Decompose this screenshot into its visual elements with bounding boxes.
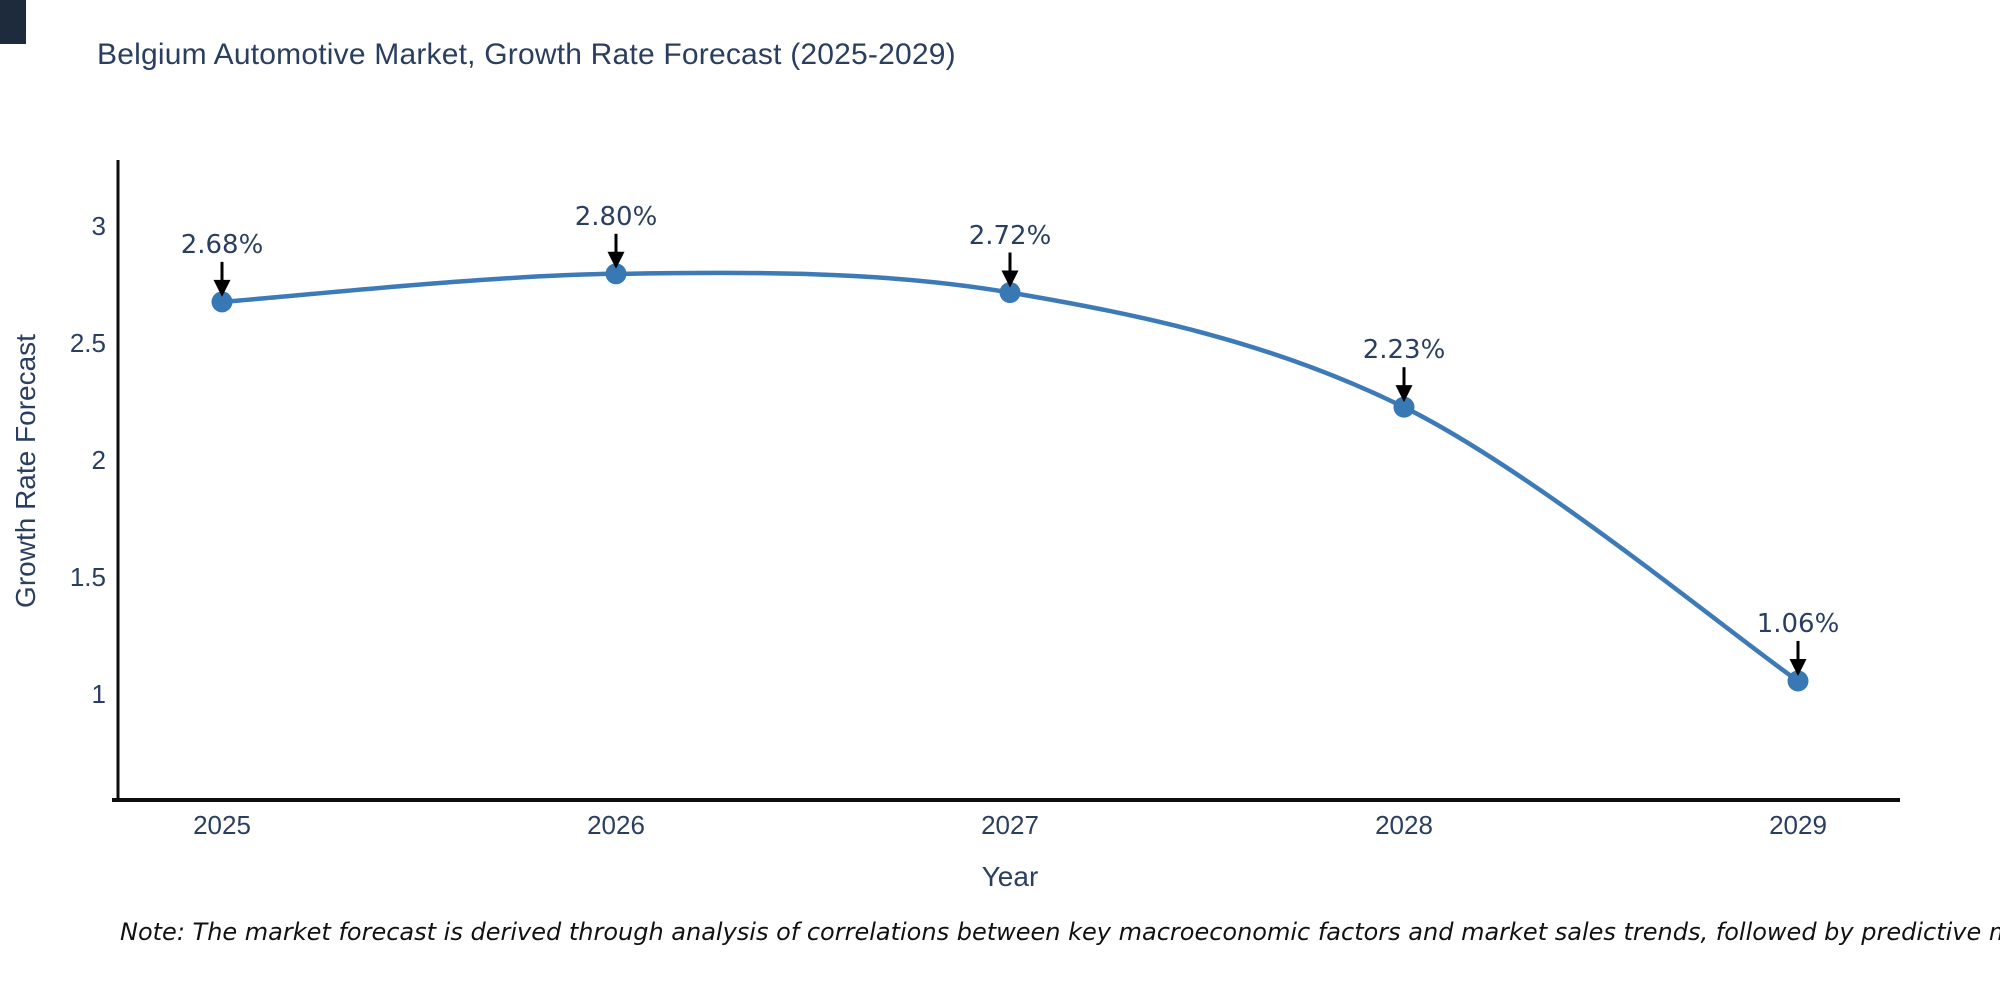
x-tick-label: 2028 (1375, 810, 1433, 840)
point-annotation: 2.23% (1362, 335, 1446, 366)
annotation-arrow-head (213, 279, 231, 297)
x-tick-label: 2026 (587, 810, 645, 840)
y-tick-label: 1 (91, 679, 106, 709)
annotation-arrow-head (1001, 270, 1019, 288)
annotation-arrow-head (607, 251, 625, 269)
point-annotation: 2.80% (574, 201, 658, 232)
annotation-arrow-head (1395, 385, 1413, 403)
x-axis-title: Year (981, 861, 1039, 892)
y-tick-label: 1.5 (69, 562, 106, 592)
corner-artifact (0, 0, 26, 44)
data-point-marker (211, 291, 233, 313)
annotation-arrow-head (1789, 658, 1807, 676)
series-line (221, 270, 1800, 683)
data-point-marker (605, 263, 627, 285)
data-point-marker (999, 282, 1021, 304)
x-tick-label: 2025 (193, 810, 251, 840)
x-tick-label: 2027 (981, 810, 1039, 840)
point-annotation: 2.72% (968, 220, 1052, 251)
footnote-text: Note: The market forecast is derived thr… (120, 918, 2000, 946)
y-tick-label: 3 (91, 211, 106, 241)
chart-title: Belgium Automotive Market, Growth Rate F… (97, 38, 956, 71)
point-annotation: 2.68% (180, 229, 264, 260)
data-point-marker (1787, 670, 1809, 692)
y-tick-label: 2.5 (69, 328, 106, 358)
x-tick-label: 2029 (1769, 810, 1827, 840)
point-annotation: 1.06% (1756, 608, 1840, 639)
y-tick-label: 2 (91, 445, 106, 475)
data-point-marker (1393, 396, 1415, 418)
